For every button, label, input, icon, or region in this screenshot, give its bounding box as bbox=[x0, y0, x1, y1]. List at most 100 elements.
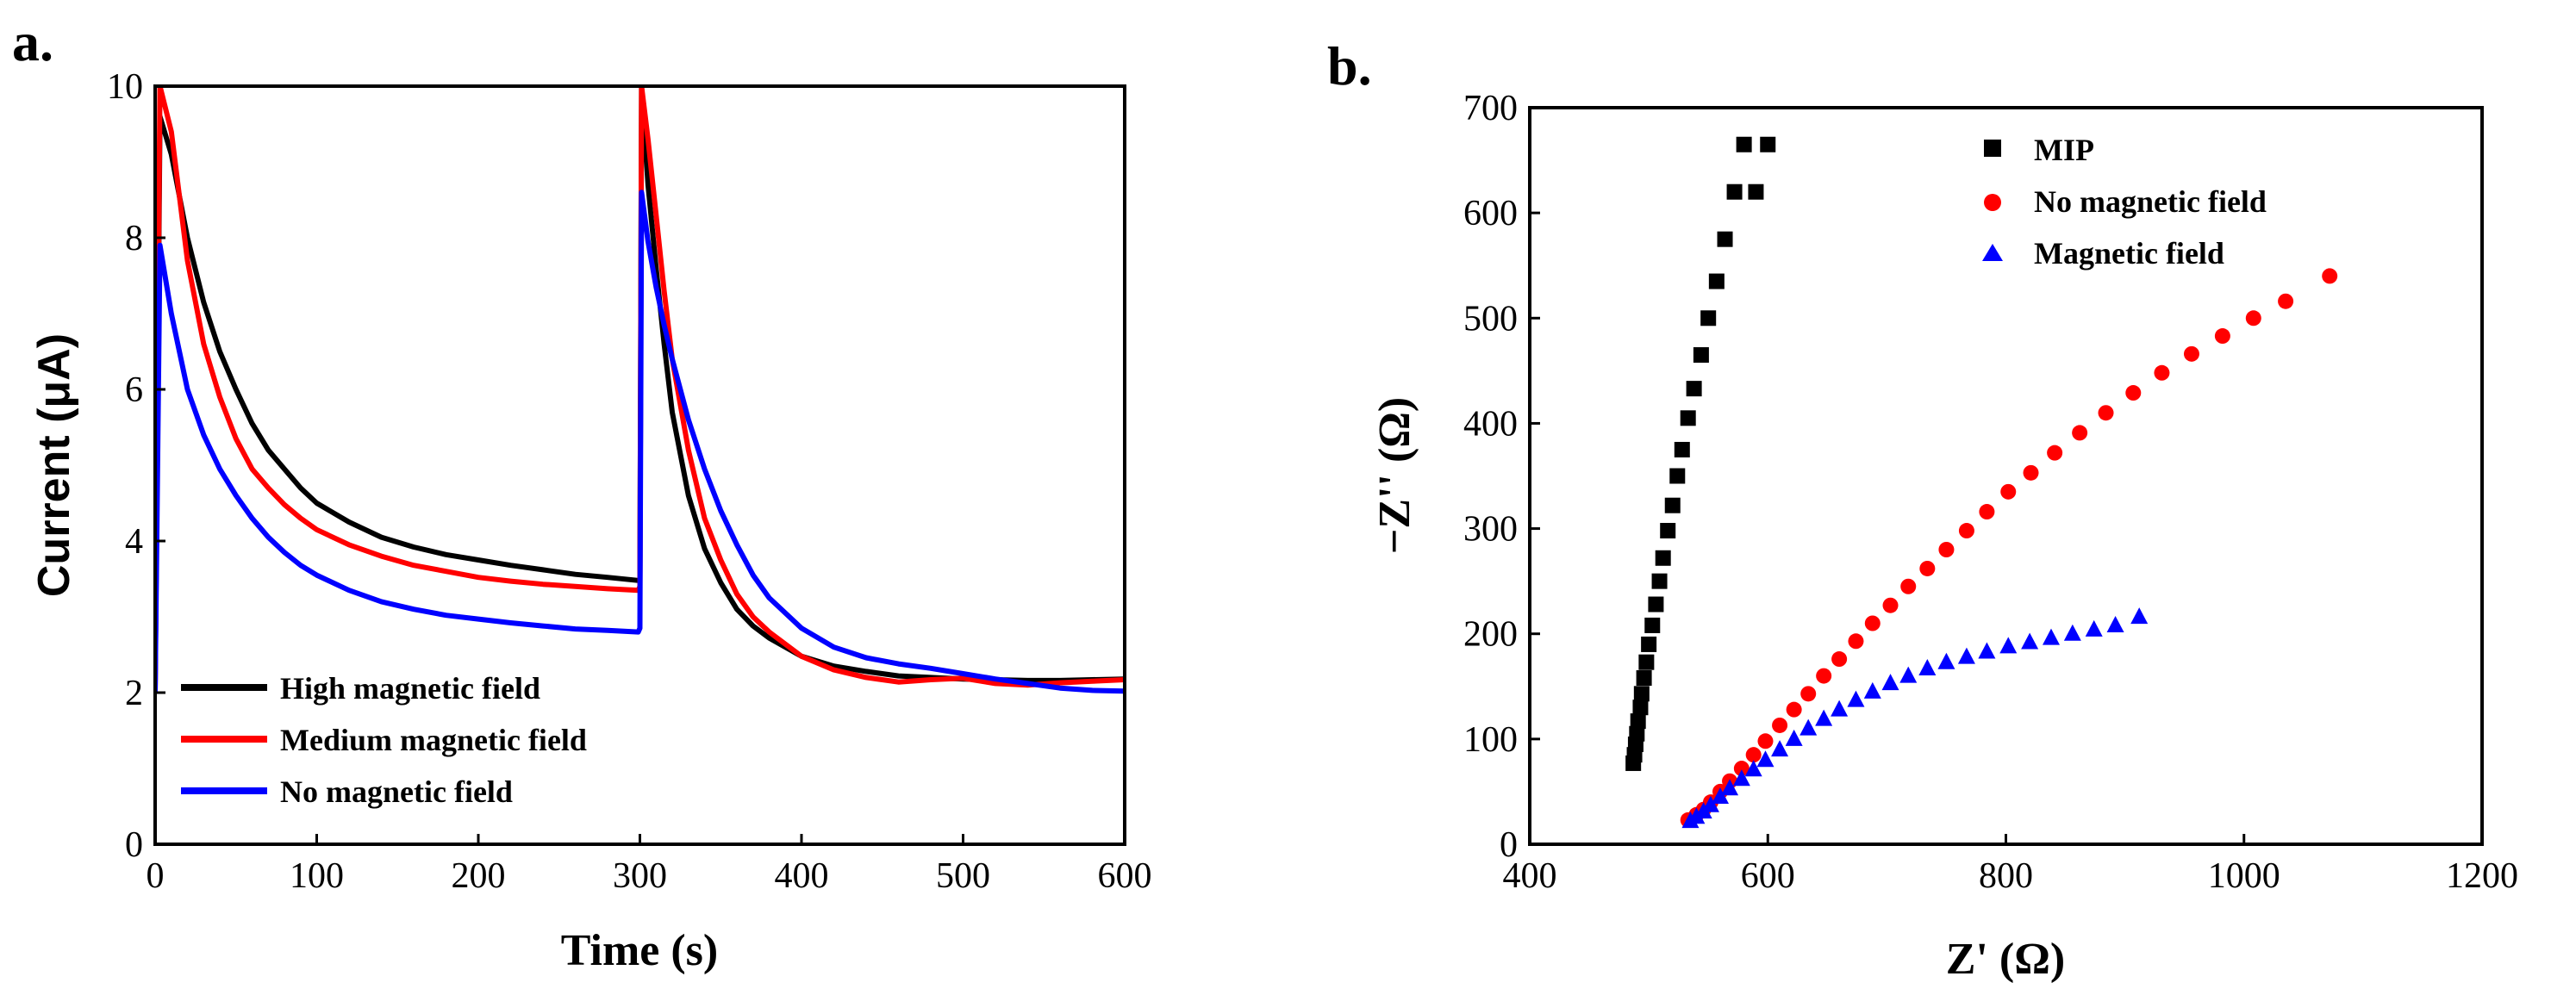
point-no-magnetic-field bbox=[1958, 523, 1974, 539]
point-magnetic-field bbox=[1701, 795, 1719, 812]
x-tick-label: 200 bbox=[452, 856, 506, 896]
point-magnetic-field bbox=[1881, 674, 1899, 691]
point-mip bbox=[1708, 273, 1725, 289]
y-tick-label: 200 bbox=[1463, 615, 1518, 655]
point-mip bbox=[1648, 596, 1664, 613]
x-tick-label: 600 bbox=[1098, 856, 1152, 896]
point-magnetic-field bbox=[1831, 700, 1849, 717]
point-mip bbox=[1641, 636, 1657, 652]
point-no-magnetic-field bbox=[1864, 615, 1881, 631]
y-tick-label: 700 bbox=[1463, 89, 1518, 128]
point-magnetic-field bbox=[1815, 709, 1833, 726]
point-mip bbox=[1669, 468, 1686, 484]
x-tick-label: 600 bbox=[1741, 856, 1795, 896]
point-magnetic-field bbox=[1899, 666, 1918, 683]
point-magnetic-field bbox=[1732, 769, 1750, 787]
x-tick-label: 300 bbox=[613, 856, 667, 896]
y-tick-label: 8 bbox=[125, 219, 143, 258]
point-no-magnetic-field bbox=[2000, 483, 2017, 500]
x-tick-label: 800 bbox=[1979, 856, 2033, 896]
point-no-magnetic-field bbox=[1772, 717, 1788, 733]
point-no-magnetic-field bbox=[2322, 268, 2338, 284]
point-magnetic-field bbox=[1918, 659, 1937, 676]
point-no-magnetic-field bbox=[2278, 293, 2294, 309]
point-mip bbox=[1633, 686, 1650, 702]
point-no-magnetic-field bbox=[2072, 425, 2088, 441]
x-tick-label: 100 bbox=[290, 856, 344, 896]
point-mip bbox=[1655, 550, 1671, 566]
point-magnetic-field bbox=[1785, 729, 1803, 746]
chart-a-ticks: 0 100 200 300 400 500 600 0 2 4 6 8 10 bbox=[107, 67, 1152, 896]
point-magnetic-field bbox=[1756, 750, 1775, 768]
point-no-magnetic-field bbox=[1831, 651, 1848, 668]
point-no-magnetic-field bbox=[2125, 385, 2142, 401]
chart-a-x-axis-label: Time (s) bbox=[561, 926, 718, 975]
point-magnetic-field bbox=[2130, 607, 2149, 625]
panel-label-b: b. bbox=[1327, 35, 1372, 96]
chart-b-legend: MIP No magnetic field Magnetic field bbox=[1982, 133, 2267, 271]
point-mip bbox=[1680, 410, 1696, 426]
point-magnetic-field bbox=[1799, 718, 1818, 736]
point-magnetic-field bbox=[1771, 740, 1789, 757]
y-tick-label: 400 bbox=[1463, 404, 1518, 444]
x-tick-label: 1000 bbox=[2208, 856, 2280, 896]
point-magnetic-field bbox=[1712, 787, 1729, 805]
point-no-magnetic-field bbox=[1979, 504, 1995, 520]
point-mip bbox=[1632, 700, 1649, 716]
legend-b-marker-0 bbox=[1984, 140, 2001, 157]
point-mip bbox=[1717, 231, 1733, 247]
point-magnetic-field bbox=[2085, 619, 2103, 637]
point-no-magnetic-field bbox=[1800, 686, 1817, 702]
legend-a-label-0: High magnetic field bbox=[280, 671, 540, 706]
chart-b: 400 600 800 1000 12000100200300400500600700 … bbox=[1370, 89, 2518, 984]
y-tick-label: 2 bbox=[125, 674, 143, 713]
chart-b-series bbox=[1625, 136, 2338, 829]
point-no-magnetic-field bbox=[1900, 578, 1917, 594]
y-tick-label: 4 bbox=[125, 522, 143, 562]
point-magnetic-field bbox=[1863, 681, 1881, 699]
point-magnetic-field bbox=[2021, 632, 2039, 650]
point-no-magnetic-field bbox=[1848, 633, 1864, 650]
point-no-magnetic-field bbox=[1816, 668, 1832, 684]
chart-b-x-axis-label: Z' (Ω) bbox=[1946, 935, 2065, 984]
point-magnetic-field bbox=[1721, 779, 1739, 796]
point-mip bbox=[1674, 441, 1690, 457]
point-mip bbox=[1651, 573, 1668, 589]
chart-a-legend: High magnetic field Medium magnetic fiel… bbox=[181, 671, 587, 809]
chart-a-y-axis-label: Current (μA) bbox=[29, 333, 79, 597]
point-no-magnetic-field bbox=[2047, 445, 2063, 461]
point-mip bbox=[1726, 183, 1743, 200]
point-magnetic-field bbox=[2106, 615, 2124, 632]
point-magnetic-field bbox=[1687, 807, 1706, 824]
point-mip bbox=[1748, 183, 1764, 200]
y-tick-label: 100 bbox=[1463, 720, 1518, 760]
point-mip bbox=[1736, 136, 1752, 152]
panel-label-a: a. bbox=[12, 11, 53, 72]
y-tick-label: 300 bbox=[1463, 510, 1518, 550]
point-magnetic-field bbox=[1957, 647, 1975, 664]
legend-b-marker-1 bbox=[1984, 194, 2001, 211]
point-no-magnetic-field bbox=[2183, 345, 2199, 362]
legend-b-label-0: MIP bbox=[2034, 133, 2094, 167]
point-magnetic-field bbox=[1937, 652, 1955, 669]
point-no-magnetic-field bbox=[1733, 761, 1750, 777]
x-tick-label: 400 bbox=[1503, 856, 1557, 896]
legend-b-marker-2 bbox=[1982, 244, 2003, 261]
point-mip bbox=[1636, 670, 1652, 687]
point-magnetic-field bbox=[1744, 760, 1762, 777]
legend-b-label-1: No magnetic field bbox=[2034, 184, 2267, 219]
chart-b-y-axis-label: −Z'' (Ω) bbox=[1370, 397, 1419, 554]
point-mip bbox=[1629, 725, 1645, 742]
y-tick-label: 500 bbox=[1463, 299, 1518, 339]
point-mip bbox=[1686, 381, 1702, 397]
point-no-magnetic-field bbox=[2245, 310, 2261, 326]
point-mip bbox=[1664, 497, 1681, 513]
chart-b-ticks: 400 600 800 1000 1200 0 100 200 300 400 500 600 700 bbox=[1463, 89, 2518, 896]
point-magnetic-field bbox=[1978, 642, 1996, 659]
point-no-magnetic-field bbox=[1882, 597, 1899, 613]
y-tick-label: 0 bbox=[125, 825, 143, 865]
point-magnetic-field bbox=[2042, 628, 2060, 645]
point-no-magnetic-field bbox=[1919, 560, 1936, 576]
point-no-magnetic-field bbox=[2023, 464, 2039, 481]
